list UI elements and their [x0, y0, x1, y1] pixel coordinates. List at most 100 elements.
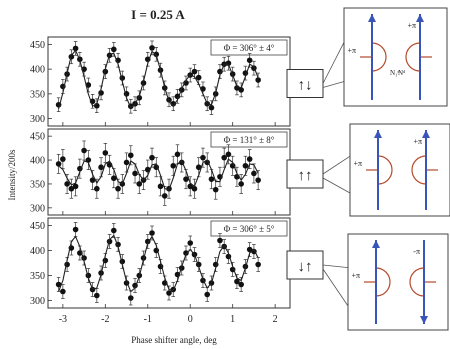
- data-point: [89, 177, 96, 183]
- data-point: [72, 183, 79, 190]
- data-point: [187, 183, 194, 190]
- fit-curve: [58, 158, 259, 191]
- data-point: [174, 151, 181, 158]
- field-arc: [371, 42, 387, 72]
- data-point: [246, 57, 253, 64]
- x-tick-label: 0: [188, 314, 193, 325]
- data-point: [161, 193, 168, 199]
- data-point: [234, 278, 240, 285]
- data-point: [127, 295, 134, 301]
- phase-label: Φ = 131° ± 8°: [224, 135, 275, 145]
- inset-phase-label-right: +π: [407, 21, 416, 30]
- data-point: [246, 246, 253, 253]
- spin-arrow-left-head: [374, 130, 382, 138]
- fit-curve: [58, 49, 259, 109]
- spin-state-arrows: ↑↑: [298, 168, 313, 184]
- data-point: [225, 151, 232, 158]
- y-tick-label: 350: [30, 179, 45, 190]
- data-point: [64, 181, 70, 187]
- x-tick-label: 2: [273, 314, 278, 325]
- data-point: [204, 291, 211, 298]
- chart-panels: 300 350 400 450 Φ = 306° ± 4° ↑↓ 300 350 400 450 Φ…: [30, 36, 324, 325]
- inset-phase-label-right: -π: [413, 247, 420, 256]
- spin-arrow-right-head: [416, 14, 424, 22]
- data-point: [157, 183, 164, 190]
- data-point: [72, 226, 79, 233]
- inset-phase-label-right: +π: [413, 137, 422, 146]
- spin-arrow-left-head: [368, 14, 376, 22]
- spin-state-box: [286, 69, 324, 98]
- inset-phase-label-left: +π: [347, 46, 356, 55]
- field-arc: [409, 267, 425, 297]
- data-point: [183, 80, 189, 86]
- phase-label-box: [210, 220, 288, 237]
- y-tick-label: 450: [30, 40, 45, 51]
- y-axis-label: Intensity/200s: [7, 149, 17, 200]
- data-point: [98, 164, 104, 171]
- data-point: [208, 104, 215, 111]
- x-tick-label: 1: [230, 314, 235, 325]
- data-point: [111, 46, 117, 53]
- inset-phase-label-left: +π: [353, 159, 362, 168]
- field-arc: [375, 267, 391, 297]
- data-point: [238, 181, 244, 187]
- data-point: [255, 77, 261, 83]
- data-point: [81, 147, 87, 154]
- y-tick-label: 400: [30, 246, 45, 257]
- callout-line: [322, 264, 349, 307]
- y-tick-label: 300: [30, 114, 45, 125]
- y-tick-label: 350: [30, 89, 45, 100]
- data-point: [246, 156, 253, 162]
- data-point: [111, 227, 117, 234]
- spin-state-arrows: ↑↓: [298, 78, 313, 94]
- x-tick-label: -2: [101, 314, 109, 325]
- x-tick-label: -3: [59, 314, 67, 325]
- inset-sub-label-left: N₁ᵈ: [390, 69, 400, 77]
- chart-title: I = 0.25 A: [131, 7, 185, 22]
- data-point: [183, 176, 189, 182]
- inset-sub-label-right: Nᵈ: [398, 69, 406, 77]
- y-tick-label: 300: [30, 203, 45, 214]
- data-point: [60, 156, 66, 162]
- data-point: [221, 154, 227, 161]
- spin-state-box: [286, 250, 324, 280]
- spin-state-arrows: ↓↑: [298, 259, 313, 275]
- data-point: [132, 170, 138, 177]
- spin-arrow-left-head: [372, 240, 380, 248]
- panel-2: 300 350 400 450 Φ = 131° ± 8° ↑↑: [30, 128, 324, 216]
- data-point: [191, 68, 198, 75]
- data-point: [212, 186, 219, 193]
- data-point: [60, 288, 66, 295]
- data-point: [191, 185, 198, 192]
- x-tick-label: -1: [144, 314, 152, 325]
- data-point: [166, 290, 172, 296]
- phase-label: Φ = 306° ± 4°: [224, 43, 275, 53]
- inset-2: +π +π: [322, 123, 450, 217]
- data-point: [242, 162, 249, 169]
- data-point: [251, 170, 257, 177]
- y-tick-label: 400: [30, 65, 45, 76]
- panel-3: 300 350 400 450 Φ = 306° ± 5° ↓↑: [30, 217, 324, 309]
- spin-state-box: [286, 159, 324, 189]
- data-point: [238, 281, 244, 288]
- callout-line: [322, 155, 351, 194]
- data-point: [115, 185, 121, 192]
- spin-arrow-right-head: [420, 316, 428, 324]
- inset-phase-label-left: +π: [351, 271, 360, 280]
- data-point: [149, 230, 155, 236]
- data-point: [55, 161, 62, 167]
- data-point: [94, 185, 100, 192]
- data-point: [195, 74, 202, 81]
- x-axis-label: Phase shifter angle, deg: [131, 335, 217, 345]
- data-point: [153, 51, 160, 58]
- data-point: [208, 176, 215, 182]
- y-tick-label: 300: [30, 296, 45, 307]
- data-point: [149, 154, 155, 161]
- data-point: [149, 45, 155, 51]
- field-arc: [411, 155, 427, 185]
- data-point: [183, 250, 189, 256]
- data-point: [123, 159, 130, 166]
